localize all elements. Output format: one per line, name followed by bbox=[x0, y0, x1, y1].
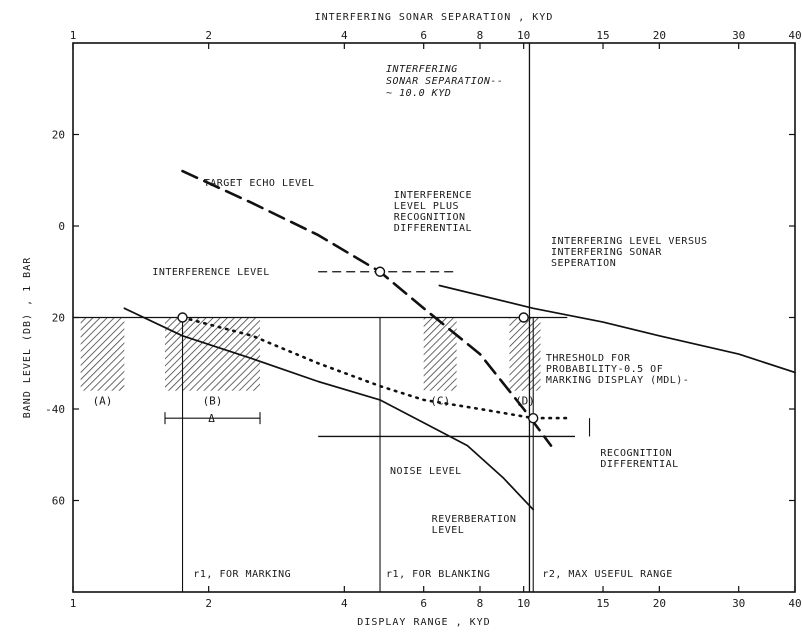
x-tick-label-bottom-10: 10 bbox=[517, 597, 530, 610]
y-axis-label: BAND LEVEL (DB) , 1 BAR bbox=[22, 257, 33, 418]
y-tick-label-0: 20 bbox=[52, 129, 65, 142]
annotation-interfering-vs-separation-3: SEPERATION bbox=[551, 258, 616, 269]
x-tick-label-bottom-6: 6 bbox=[420, 597, 427, 610]
annotation-target-echo: TARGET ECHO LEVEL bbox=[204, 178, 315, 189]
x-tick-label-top-10: 10 bbox=[517, 29, 530, 42]
x-tick-label-top-6: 6 bbox=[420, 29, 427, 42]
hatched-region-c bbox=[423, 317, 457, 391]
x-axis-label: DISPLAY RANGE , KYD bbox=[357, 617, 490, 628]
x-axis-top-label: INTERFERING SONAR SEPARATION , KYD bbox=[315, 12, 554, 23]
x-tick-label-top-40: 40 bbox=[788, 29, 801, 42]
reverberation-level-curve bbox=[123, 307, 535, 511]
annotation-threshold-1: THRESHOLD FOR bbox=[546, 353, 631, 364]
interfering-level-vs-separation-curve bbox=[438, 284, 796, 374]
region-label-c: (C) bbox=[430, 395, 450, 408]
x-tick-label-top-4: 4 bbox=[341, 29, 348, 42]
x-tick-label-bottom-4: 4 bbox=[341, 597, 348, 610]
region-label-a: (A) bbox=[93, 395, 113, 408]
annotation-interference-plus-rd-4: DIFFERENTIAL bbox=[394, 223, 472, 234]
intersection-point-3 bbox=[518, 312, 529, 323]
y-tick-label-3: -40 bbox=[45, 403, 65, 416]
y-tick-label-1: 0 bbox=[58, 220, 65, 233]
annotation-recognition-differential-2: DIFFERENTIAL bbox=[600, 459, 678, 470]
annotation-threshold-2: PROBABILITY-0.5 OF bbox=[546, 364, 663, 375]
hatched-region-a bbox=[80, 317, 125, 391]
annotation-reverberation-2: LEVEL bbox=[432, 525, 465, 536]
x-tick-label-bottom-8: 8 bbox=[477, 597, 484, 610]
annotation-interference-plus-rd-3: RECOGNITION bbox=[394, 212, 466, 223]
annotation-interference-plus-rd-1: INTERFERENCE bbox=[394, 190, 472, 201]
hatched-region-b bbox=[164, 317, 261, 391]
annotation-interfering-vs-separation-2: INTERFERING SONAR bbox=[551, 247, 662, 258]
intersection-point-1 bbox=[374, 266, 386, 277]
region-label-d: (D) bbox=[515, 395, 535, 408]
annotation-threshold-3: MARKING DISPLAY (MDL)- bbox=[546, 375, 689, 386]
x-tick-label-bottom-40: 40 bbox=[788, 597, 801, 610]
annotation-separation-3: ~ 10.0 KYD bbox=[386, 88, 451, 99]
mdl-threshold-curve bbox=[181, 316, 569, 420]
intersection-point-4 bbox=[528, 412, 539, 424]
hatched-region-d bbox=[509, 317, 541, 391]
annotation-reverberation-1: REVERBERATION bbox=[432, 514, 517, 525]
x-tick-label-top-20: 20 bbox=[653, 29, 666, 42]
x-tick-label-top-30: 30 bbox=[732, 29, 745, 42]
annotation-noise-level: NOISE LEVEL bbox=[390, 466, 462, 477]
annotation-interfering-vs-separation-1: INTERFERING LEVEL VERSUS bbox=[551, 236, 708, 247]
x-tick-label-bottom-30: 30 bbox=[732, 597, 745, 610]
x-tick-label-bottom-1: 1 bbox=[70, 597, 77, 610]
delta-label: Δ bbox=[208, 412, 215, 425]
x-tick-label-bottom-2: 2 bbox=[205, 597, 212, 610]
target-echo-level-curve bbox=[181, 169, 553, 447]
annotation-interference-plus-rd-2: LEVEL PLUS bbox=[394, 201, 459, 212]
x-tick-label-bottom-15: 15 bbox=[596, 597, 609, 610]
y-tick-label-2: 20 bbox=[52, 312, 65, 325]
annotation-r2-max: r2, MAX USEFUL RANGE bbox=[542, 569, 672, 580]
annotation-r1-blanking: r1, FOR BLANKING bbox=[386, 569, 490, 580]
region-label-b: (B) bbox=[203, 395, 223, 408]
x-tick-label-top-1: 1 bbox=[70, 29, 77, 42]
annotation-recognition-differential-1: RECOGNITION bbox=[600, 448, 672, 459]
x-tick-label-bottom-20: 20 bbox=[653, 597, 666, 610]
y-tick-label-4: 60 bbox=[52, 495, 65, 508]
annotation-separation-1: INTERFERING bbox=[386, 64, 458, 75]
annotation-r1-marking: r1, FOR MARKING bbox=[193, 569, 291, 580]
annotation-interference-level: INTERFERENCE LEVEL bbox=[152, 267, 269, 278]
x-tick-label-top-15: 15 bbox=[596, 29, 609, 42]
intersection-point-2 bbox=[177, 312, 188, 323]
x-tick-label-top-2: 2 bbox=[205, 29, 212, 42]
annotation-separation-2: SONAR SEPARATION-- bbox=[386, 76, 503, 87]
x-tick-label-top-8: 8 bbox=[477, 29, 484, 42]
